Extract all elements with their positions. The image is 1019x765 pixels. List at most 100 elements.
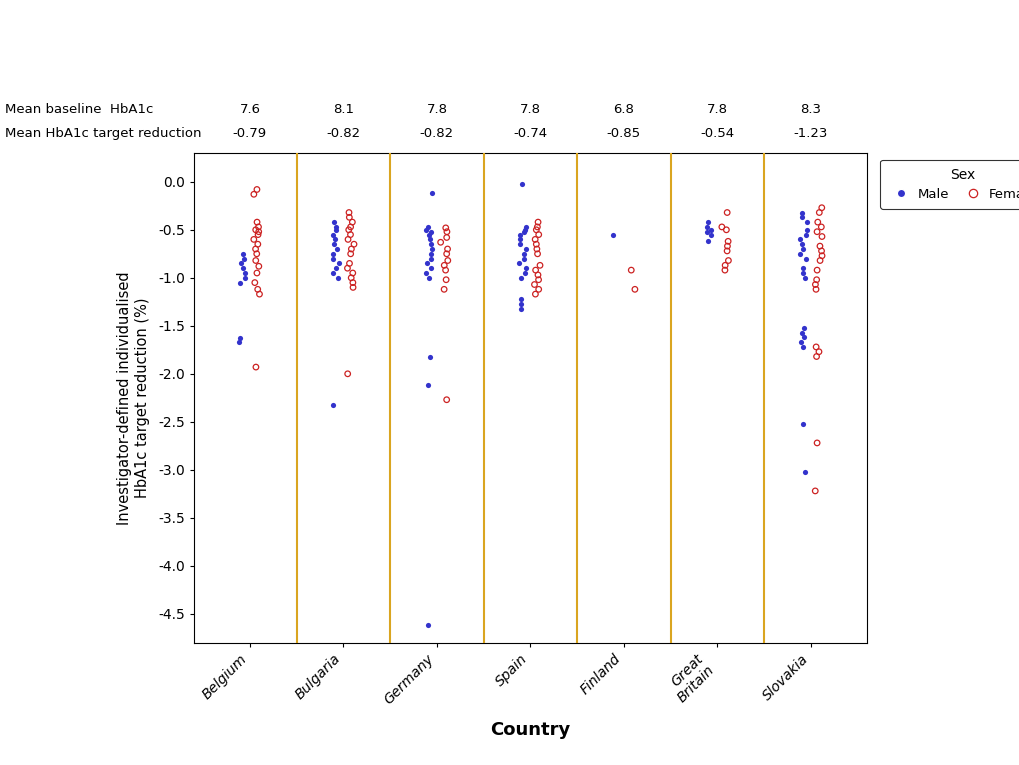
Point bbox=[328, 221, 344, 233]
Point bbox=[340, 223, 357, 236]
Point bbox=[438, 226, 454, 238]
Point bbox=[424, 243, 440, 255]
Point bbox=[702, 229, 718, 241]
Point bbox=[530, 216, 546, 228]
Point bbox=[250, 221, 266, 233]
Point bbox=[528, 243, 544, 255]
Point bbox=[797, 252, 813, 265]
Point bbox=[344, 276, 361, 288]
Point bbox=[795, 331, 811, 343]
Point bbox=[529, 248, 545, 260]
Point bbox=[626, 283, 642, 295]
Text: -0.82: -0.82 bbox=[326, 128, 360, 140]
Point bbox=[439, 255, 455, 267]
Point bbox=[792, 248, 808, 260]
Point bbox=[809, 216, 825, 228]
Point bbox=[249, 267, 265, 279]
Point bbox=[813, 230, 829, 243]
Point bbox=[718, 245, 735, 257]
Point bbox=[716, 264, 733, 276]
Point bbox=[719, 235, 736, 247]
Text: 7.8: 7.8 bbox=[426, 103, 447, 116]
Point bbox=[418, 267, 434, 279]
Point bbox=[794, 267, 810, 279]
Text: 7.8: 7.8 bbox=[706, 103, 728, 116]
Point bbox=[329, 272, 345, 284]
Point bbox=[795, 243, 811, 255]
Point bbox=[813, 249, 829, 262]
Text: Mean HbA1c target reduction: Mean HbA1c target reduction bbox=[5, 128, 202, 140]
Point bbox=[437, 274, 453, 286]
Point bbox=[810, 346, 826, 358]
Point bbox=[797, 229, 813, 241]
Point bbox=[246, 233, 262, 246]
Point bbox=[713, 221, 730, 233]
Point bbox=[419, 221, 435, 233]
Point bbox=[798, 216, 814, 228]
Point bbox=[529, 269, 545, 281]
Point bbox=[342, 229, 359, 241]
Point bbox=[248, 243, 264, 255]
Point bbox=[812, 245, 828, 257]
Text: -0.74: -0.74 bbox=[513, 128, 547, 140]
Point bbox=[421, 229, 437, 241]
Point bbox=[339, 262, 356, 275]
Point bbox=[420, 272, 436, 284]
Point bbox=[231, 276, 248, 288]
Point bbox=[339, 368, 356, 380]
Point bbox=[328, 262, 344, 275]
Point bbox=[422, 350, 438, 363]
Text: -0.85: -0.85 bbox=[606, 128, 640, 140]
Point bbox=[419, 619, 435, 631]
Legend: Male, Female: Male, Female bbox=[879, 160, 1019, 209]
Text: -0.82: -0.82 bbox=[420, 128, 453, 140]
Point bbox=[511, 257, 527, 269]
Point bbox=[813, 202, 829, 214]
Point bbox=[700, 235, 716, 247]
Point bbox=[795, 321, 811, 334]
Point bbox=[423, 238, 439, 250]
Point bbox=[234, 248, 251, 260]
Point bbox=[248, 223, 264, 236]
Point bbox=[791, 233, 807, 246]
Point bbox=[798, 223, 814, 236]
Point bbox=[794, 418, 810, 430]
Point bbox=[699, 216, 715, 228]
Point bbox=[419, 379, 435, 392]
Point bbox=[512, 233, 528, 246]
Point bbox=[810, 207, 826, 219]
Point bbox=[423, 262, 439, 275]
Point bbox=[324, 252, 340, 265]
Point bbox=[421, 233, 437, 246]
Point bbox=[329, 243, 345, 255]
Point bbox=[237, 272, 254, 284]
Point bbox=[516, 223, 532, 236]
Point bbox=[811, 255, 827, 267]
Point bbox=[328, 223, 344, 236]
Text: -0.54: -0.54 bbox=[700, 128, 734, 140]
Point bbox=[718, 240, 735, 252]
Point bbox=[325, 216, 341, 228]
Point bbox=[342, 272, 359, 284]
Point bbox=[340, 211, 357, 223]
Point bbox=[343, 216, 360, 228]
Point bbox=[531, 259, 547, 272]
Point bbox=[516, 252, 532, 265]
Point bbox=[526, 278, 542, 291]
Point bbox=[529, 221, 545, 233]
Point bbox=[423, 252, 439, 265]
Point bbox=[250, 238, 266, 250]
Point bbox=[793, 211, 809, 223]
Point bbox=[432, 236, 448, 249]
Point bbox=[811, 240, 827, 252]
Point bbox=[511, 238, 527, 250]
Point bbox=[797, 272, 813, 284]
Text: 7.8: 7.8 bbox=[520, 103, 540, 116]
Point bbox=[808, 264, 824, 276]
Point bbox=[530, 274, 546, 286]
Point bbox=[342, 221, 359, 233]
Point bbox=[794, 207, 810, 219]
Point bbox=[423, 248, 439, 260]
Point bbox=[513, 272, 529, 284]
Point bbox=[423, 226, 439, 238]
